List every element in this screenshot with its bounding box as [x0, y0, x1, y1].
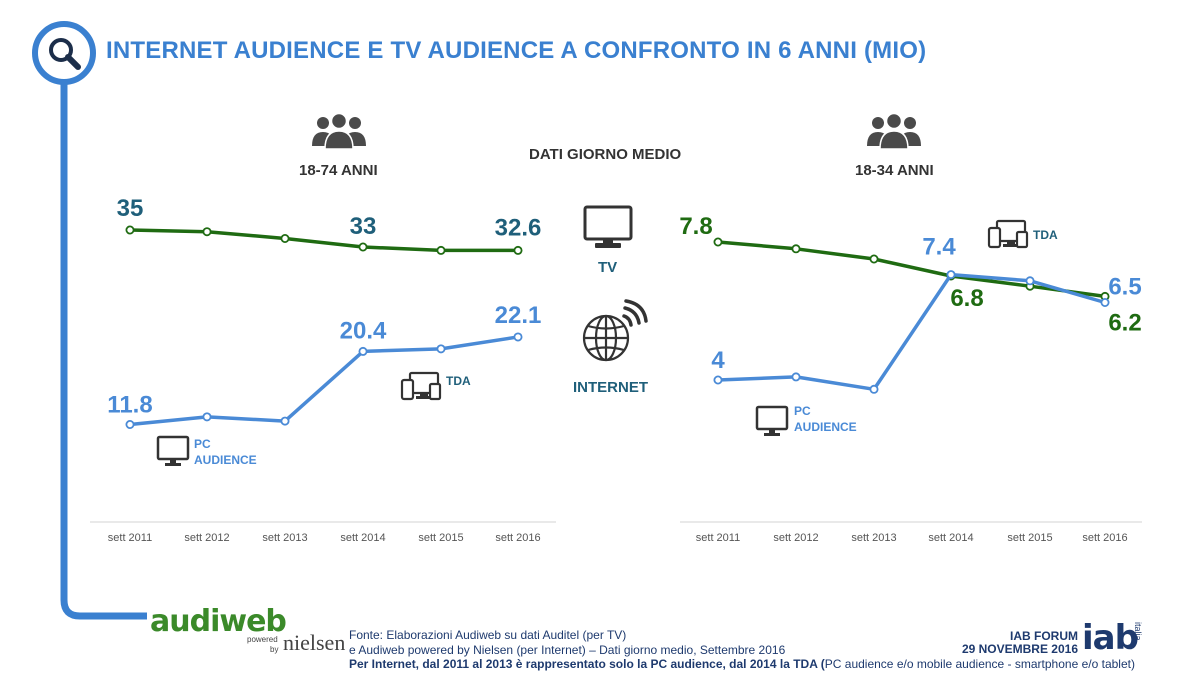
data-label: 20.4	[340, 317, 387, 344]
nielsen-logo: nielsen	[283, 630, 346, 655]
x-tick-label: sett 2012	[773, 532, 818, 544]
series-line-tv	[129, 228, 518, 253]
iab-logo: iab	[1082, 618, 1139, 658]
x-tick-label: sett 2012	[184, 532, 229, 544]
center-label: DATI GIORNO MEDIO	[529, 146, 682, 163]
event-name: IAB FORUM	[1010, 629, 1078, 643]
x-tick-label: sett 2014	[928, 532, 973, 544]
logo-by: by	[270, 645, 279, 654]
data-label: 32.6	[495, 214, 542, 241]
monitor-icon	[156, 435, 190, 466]
x-tick-label: sett 2016	[495, 532, 540, 544]
x-tick-label: sett 2013	[262, 532, 307, 544]
monitor-icon	[755, 405, 789, 436]
data-label: 6.5	[1108, 274, 1141, 301]
devices-icon	[400, 371, 442, 401]
chart-subtitle-left: 18-74 ANNI	[299, 162, 378, 179]
data-point	[125, 225, 135, 235]
footnote-bold: Per Internet, dal 2011 al 2013 è rappres…	[349, 657, 825, 671]
data-label: 35	[117, 195, 144, 222]
data-label: 7.4	[922, 234, 956, 261]
search-icon	[49, 38, 81, 70]
data-label: 33	[350, 213, 377, 240]
data-point	[713, 375, 723, 385]
pc-audience-label: PC	[794, 404, 811, 418]
x-tick-label: sett 2011	[696, 532, 740, 544]
data-point	[1025, 276, 1035, 286]
data-point	[358, 346, 368, 356]
iab-sub: italia	[1133, 622, 1143, 641]
series-line-tv	[717, 240, 1106, 299]
data-point	[280, 233, 290, 243]
data-point	[436, 344, 446, 354]
x-tick-label: sett 2015	[418, 532, 463, 544]
tda-label: TDA	[446, 374, 471, 388]
data-point	[869, 254, 879, 264]
pc-audience-label: AUDIENCE	[794, 420, 857, 434]
series-line-internet	[717, 272, 1106, 392]
source-line-2: e Audiweb powered by Nielsen (per Intern…	[349, 643, 786, 657]
tv-label: TV	[598, 259, 618, 276]
series-line-internet	[129, 335, 519, 427]
data-point	[791, 244, 801, 254]
data-point	[280, 416, 290, 426]
pc-audience-label: AUDIENCE	[194, 453, 257, 467]
footnote-rest: PC audience e/o mobile audience - smartp…	[824, 657, 1135, 671]
logo-powered: powered	[247, 635, 278, 644]
tda-label: TDA	[1033, 228, 1058, 242]
data-point	[202, 412, 212, 422]
source-line-1: Fonte: Elaborazioni Audiweb su dati Audi…	[349, 628, 627, 642]
pc-audience-label: PC	[194, 437, 211, 451]
data-label: 6.8	[950, 285, 983, 312]
audiweb-logo: audiweb	[150, 604, 287, 639]
data-point	[436, 245, 446, 255]
data-point	[869, 384, 879, 394]
data-point	[125, 419, 135, 429]
data-point	[513, 245, 523, 255]
x-tick-label: sett 2015	[1007, 532, 1052, 544]
people-icon	[867, 112, 921, 150]
data-label: 11.8	[107, 392, 152, 419]
data-label: 22.1	[495, 302, 542, 329]
x-tick-label: sett 2011	[108, 532, 152, 544]
people-icon	[312, 112, 366, 150]
audiweb-logo-text: audiweb	[150, 604, 287, 639]
devices-icon	[987, 219, 1029, 249]
page-title: INTERNET AUDIENCE E TV AUDIENCE A CONFRO…	[106, 37, 927, 64]
x-tick-label: sett 2016	[1082, 532, 1127, 544]
x-tick-label: sett 2013	[851, 532, 896, 544]
tv-icon	[583, 205, 633, 248]
data-point	[713, 237, 723, 247]
data-point	[791, 372, 801, 382]
chart-subtitle-right: 18-34 ANNI	[855, 162, 934, 179]
x-tick-label: sett 2014	[340, 532, 385, 544]
data-label: 6.2	[1108, 309, 1141, 336]
data-point	[202, 227, 212, 237]
internet-label: INTERNET	[573, 379, 648, 396]
globe-wifi-icon	[582, 299, 648, 362]
event-date: 29 NOVEMBRE 2016	[961, 642, 1078, 656]
data-point	[358, 242, 368, 252]
footnote: Per Internet, dal 2011 al 2013 è rappres…	[349, 657, 1135, 671]
data-label: 7.8	[679, 213, 712, 240]
data-point	[513, 332, 523, 342]
data-label: 4	[711, 347, 725, 374]
data-point	[1100, 297, 1110, 307]
data-point	[946, 270, 956, 280]
